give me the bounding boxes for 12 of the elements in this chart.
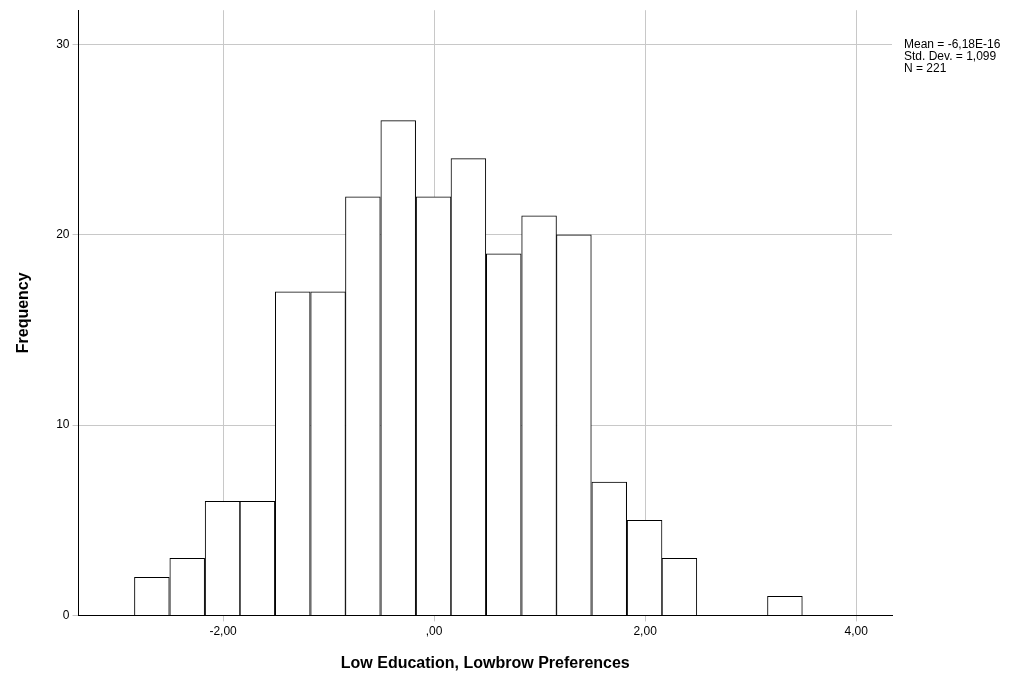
text: N = 221 [904, 60, 947, 75]
text: Mean = -6,18E-16 [904, 36, 1001, 51]
y-axis-title: Frequency [14, 272, 32, 354]
x-tick-label: 4,00 [844, 623, 869, 638]
y-tick-label: 20 [56, 227, 70, 242]
x-tick-label: 2,00 [633, 623, 658, 638]
y-tick-label: 30 [56, 36, 70, 51]
x-tick-label: -2,00 [209, 623, 238, 638]
y-tick-label: 0 [62, 607, 70, 622]
x-axis-title: Low Education, Lowbrow Preferences [340, 653, 630, 671]
y-tick-label: 10 [56, 417, 70, 432]
x-tick-label: ,00 [425, 623, 443, 638]
